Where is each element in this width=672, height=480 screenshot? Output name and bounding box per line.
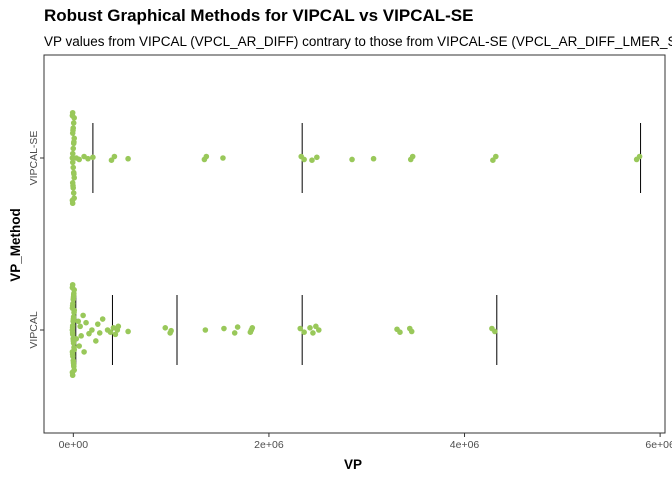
data-point xyxy=(69,351,76,357)
data-point xyxy=(397,329,403,335)
data-point xyxy=(349,156,355,163)
data-point xyxy=(76,343,83,349)
data-point xyxy=(71,307,78,314)
data-point xyxy=(70,190,77,196)
data-point xyxy=(71,171,77,177)
data-point xyxy=(301,329,307,335)
data-point xyxy=(69,303,76,309)
data-point xyxy=(70,316,77,322)
data-point xyxy=(221,325,227,332)
series-vipcal-se xyxy=(69,109,643,207)
data-point xyxy=(78,333,84,339)
data-point xyxy=(314,154,320,161)
data-point xyxy=(493,153,499,160)
x-axis-title: VP xyxy=(344,457,362,472)
data-point xyxy=(168,327,174,334)
data-point xyxy=(71,346,78,353)
x-tick-label: 6e+06 xyxy=(645,439,672,451)
y-axis: VIPCAL VIPCAL-SE xyxy=(28,131,44,349)
data-point xyxy=(85,155,91,162)
data-point xyxy=(409,153,416,160)
data-point xyxy=(81,349,87,355)
data-point xyxy=(309,157,315,163)
data-point xyxy=(71,139,77,145)
data-point xyxy=(69,197,76,204)
data-point xyxy=(301,156,307,163)
data-point xyxy=(636,153,643,160)
data-point xyxy=(99,316,106,322)
x-tick-label: 4e+06 xyxy=(450,439,480,451)
data-point xyxy=(76,156,83,163)
data-point xyxy=(69,369,76,376)
data-point xyxy=(492,328,498,335)
data-point xyxy=(115,323,122,330)
data-point xyxy=(94,321,101,327)
x-tick-label: 0e+00 xyxy=(59,439,89,451)
data-point xyxy=(70,145,77,152)
data-point xyxy=(234,324,241,330)
panel-border xyxy=(43,54,666,434)
data-point xyxy=(70,182,76,189)
data-point xyxy=(75,318,82,325)
data-point xyxy=(70,164,77,171)
data-point xyxy=(69,150,76,157)
chart-subtitle: VP values from VIPCAL (VPCL_AR_DIFF) con… xyxy=(44,34,672,49)
data-point xyxy=(83,319,89,326)
data-point xyxy=(307,325,313,331)
data-point xyxy=(316,327,322,333)
data-point xyxy=(71,363,77,370)
data-point xyxy=(370,155,377,162)
data-point xyxy=(231,330,238,336)
data-point xyxy=(107,329,114,335)
data-point xyxy=(111,153,118,160)
data-point xyxy=(125,328,131,335)
chart-title: Robust Graphical Methods for VIPCAL vs V… xyxy=(44,6,473,25)
data-point xyxy=(96,330,103,336)
data-point xyxy=(203,153,210,160)
data-point xyxy=(73,335,80,342)
data-point xyxy=(408,328,415,335)
y-axis-title: VP_Method xyxy=(8,208,23,282)
data-point xyxy=(70,120,77,126)
data-point xyxy=(69,159,76,166)
series-vipcal xyxy=(69,281,498,379)
data-point xyxy=(69,155,76,161)
data-point xyxy=(310,330,316,336)
data-point xyxy=(112,331,119,338)
data-point xyxy=(77,323,83,330)
data-point xyxy=(69,284,76,291)
y-tick-label: VIPCAL xyxy=(28,311,40,349)
data-point xyxy=(248,327,255,333)
y-tick-label: VIPCAL-SE xyxy=(28,131,40,186)
data-point xyxy=(69,112,76,119)
data-point xyxy=(162,325,169,331)
data-point xyxy=(297,325,304,332)
data-point xyxy=(69,330,76,336)
data-point xyxy=(71,290,77,297)
x-axis: 0e+00 2e+06 4e+06 6e+06 xyxy=(59,433,672,451)
data-point xyxy=(90,154,96,161)
data-point xyxy=(80,312,86,319)
data-point xyxy=(125,155,131,162)
x-tick-label: 2e+06 xyxy=(254,439,284,451)
data-point xyxy=(69,324,76,330)
data-point xyxy=(93,338,99,344)
plot-panel xyxy=(43,54,666,434)
data-point xyxy=(220,155,226,161)
data-point xyxy=(202,327,209,333)
data-point xyxy=(70,127,76,134)
data-point xyxy=(89,327,95,333)
